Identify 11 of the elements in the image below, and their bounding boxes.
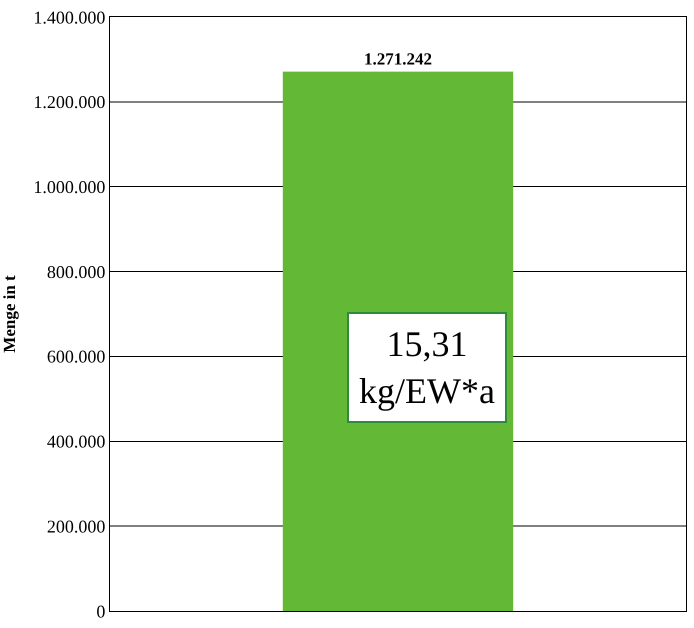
y-tick-label: 1.400.000 <box>33 7 106 28</box>
data-label: 1.271.242 <box>364 50 432 69</box>
y-tick-label: 1.000.000 <box>33 177 106 198</box>
y-tick-label: 0 <box>96 601 106 622</box>
y-tick-label: 600.000 <box>46 346 106 367</box>
y-tick-label: 400.000 <box>46 432 106 452</box>
y-tick-label: 800.000 <box>46 262 106 282</box>
y-tick-label: 200.000 <box>46 516 106 536</box>
y-tick-label: 1.200.000 <box>33 92 106 112</box>
annotation: 15,31 kg/EW*a <box>359 324 495 411</box>
y-axis-title: Menge in t <box>0 274 19 353</box>
